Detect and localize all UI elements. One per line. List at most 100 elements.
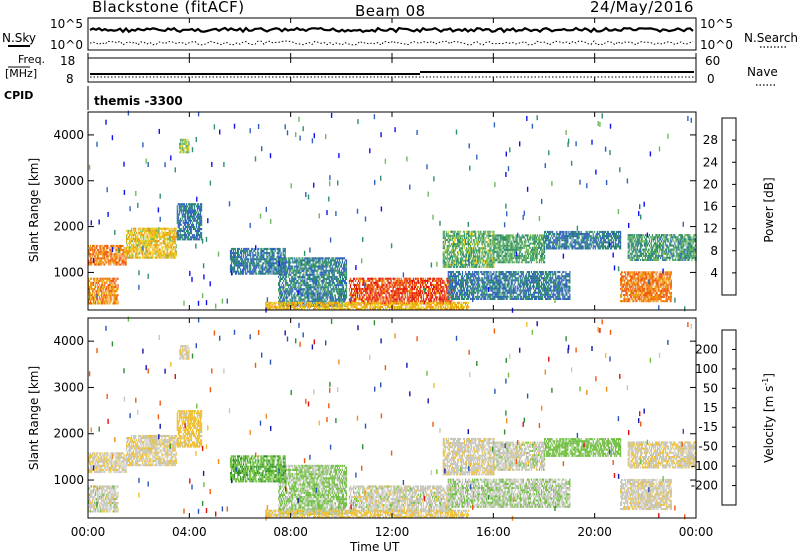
power-cell <box>520 244 522 247</box>
power-cell <box>471 239 473 242</box>
power-cell <box>329 261 331 264</box>
power-cell <box>313 298 315 301</box>
power-cell <box>311 273 313 276</box>
power-cell <box>357 283 359 286</box>
power-cell <box>502 238 504 241</box>
power-cell <box>306 261 308 264</box>
power-cell <box>179 221 181 224</box>
power-cell <box>393 296 395 299</box>
power-cell <box>316 290 318 293</box>
power-cell <box>112 257 114 260</box>
power-cell <box>522 234 524 237</box>
power-cell <box>176 215 178 218</box>
power-cell <box>148 256 150 259</box>
power-cell <box>407 290 409 293</box>
power-cell <box>135 238 137 241</box>
power-cell <box>428 279 430 282</box>
power-cell <box>536 250 539 253</box>
power-cell <box>520 236 522 239</box>
power-cell <box>317 265 319 268</box>
power-cell <box>296 273 298 276</box>
power-cell <box>496 248 498 251</box>
power-cell <box>526 248 528 251</box>
power-cell <box>147 236 149 239</box>
power-cell <box>398 294 400 297</box>
power-cell <box>288 273 290 276</box>
power-cell <box>179 217 181 220</box>
power-cell <box>429 298 431 301</box>
power-cell <box>338 263 340 266</box>
power-cell <box>463 255 466 258</box>
power-cell <box>334 277 336 280</box>
power-cell <box>144 256 146 259</box>
power-cell <box>359 288 361 291</box>
power-cell <box>533 259 536 262</box>
power-cell <box>444 294 446 297</box>
power-cell <box>543 250 545 253</box>
power-cell <box>179 232 181 235</box>
power-cell <box>135 244 137 247</box>
power-cell <box>490 261 492 264</box>
power-cell <box>176 234 178 237</box>
power-cell <box>545 235 547 238</box>
power-cell <box>432 296 434 299</box>
power-cell <box>320 273 322 276</box>
power-cell <box>94 257 96 260</box>
power-cell <box>528 261 530 264</box>
power-cell <box>433 300 435 303</box>
power-cell <box>491 265 493 268</box>
power-cell <box>338 271 340 274</box>
power-cell <box>308 265 310 268</box>
power-cell <box>311 296 313 299</box>
power-cell <box>317 259 319 262</box>
power-cell <box>474 255 476 258</box>
power-cell <box>518 261 520 264</box>
power-cell <box>372 277 374 280</box>
power-cell <box>158 250 160 253</box>
power-cell <box>316 261 318 264</box>
power-cell <box>448 263 450 266</box>
power-cell <box>133 233 135 236</box>
power-cell <box>106 296 108 299</box>
power-cell <box>473 249 475 252</box>
power-cell <box>292 277 294 280</box>
power-cell <box>329 267 331 270</box>
power-cell <box>348 298 351 301</box>
power-cell <box>335 257 337 260</box>
power-cell <box>368 296 370 299</box>
power-cell <box>199 219 201 222</box>
power-cell <box>339 284 341 287</box>
power-cell <box>420 285 423 288</box>
power-cell <box>110 263 112 266</box>
power-cell <box>118 263 120 266</box>
power-cell <box>110 298 112 301</box>
power-cell <box>200 215 202 218</box>
power-cell <box>462 251 465 254</box>
power-cell <box>525 259 527 262</box>
power-cell <box>105 259 107 262</box>
power-cell <box>543 248 545 251</box>
power-cell <box>320 296 322 299</box>
power-cell <box>284 292 286 295</box>
power-cell <box>465 243 467 246</box>
power-cell <box>298 269 300 272</box>
power-cell <box>502 259 504 262</box>
power-cell <box>369 279 371 282</box>
power-cell <box>143 227 145 230</box>
power-cell <box>461 265 464 268</box>
power-cell <box>523 246 525 249</box>
power-cell <box>480 261 482 264</box>
power-cell <box>159 238 161 241</box>
power-cell <box>130 250 132 253</box>
power-cell <box>151 229 153 232</box>
power-cell <box>107 288 109 291</box>
power-cell <box>521 236 523 239</box>
power-cell <box>353 288 355 291</box>
power-cell <box>322 288 324 291</box>
power-cell <box>310 286 312 289</box>
power-cell <box>475 247 477 250</box>
power-cell <box>401 292 403 295</box>
power-cell <box>412 279 414 282</box>
power-cell <box>340 288 342 291</box>
power-cell <box>481 265 483 268</box>
